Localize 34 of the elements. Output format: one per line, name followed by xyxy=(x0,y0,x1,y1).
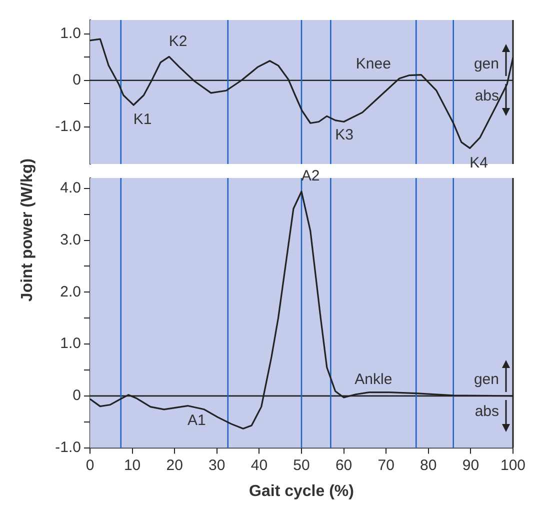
x-tick-label: 70 xyxy=(378,456,394,474)
x-axis-title: Gait cycle (%) xyxy=(249,482,354,500)
x-tick-label: 40 xyxy=(250,456,268,474)
x-tick-label: 20 xyxy=(166,456,183,474)
x-tick-label: 60 xyxy=(335,456,352,474)
y-tick-label: 0 xyxy=(72,72,81,89)
annotation: gen xyxy=(474,56,499,73)
y-axis-title: Joint power (W/kg) xyxy=(18,157,37,304)
x-tick-label: 100 xyxy=(500,456,526,474)
y-tick-label: 3.0 xyxy=(60,231,81,248)
x-tick-label: 30 xyxy=(208,456,226,474)
annotation: abs xyxy=(474,88,499,105)
y-tick-label: -1.0 xyxy=(55,118,81,135)
annotation: A2 xyxy=(301,168,320,185)
y-tick-label: 1.0 xyxy=(60,25,81,42)
annotation: gen xyxy=(474,371,499,388)
y-tick-label: 2.0 xyxy=(60,283,81,300)
annotation: A1 xyxy=(188,412,206,429)
x-tick-label: 50 xyxy=(293,456,310,474)
y-tick-label: 1.0 xyxy=(60,335,81,352)
x-tick-label: 10 xyxy=(124,456,141,474)
x-tick-label: 0 xyxy=(86,456,94,474)
series-label: Ankle xyxy=(354,371,392,388)
annotation: K2 xyxy=(168,32,188,50)
annotation: K1 xyxy=(133,111,152,128)
y-tick-label: 4.0 xyxy=(60,180,81,197)
y-tick-label: 0 xyxy=(72,387,81,404)
series-label: Knee xyxy=(356,56,391,73)
x-tick-label: 90 xyxy=(462,456,480,474)
x-tick-label: 80 xyxy=(420,456,437,474)
y-tick-label: -1.0 xyxy=(55,438,81,456)
annotation: K3 xyxy=(335,126,354,144)
annotation: K4 xyxy=(470,154,488,172)
annotation: abs xyxy=(474,403,499,420)
